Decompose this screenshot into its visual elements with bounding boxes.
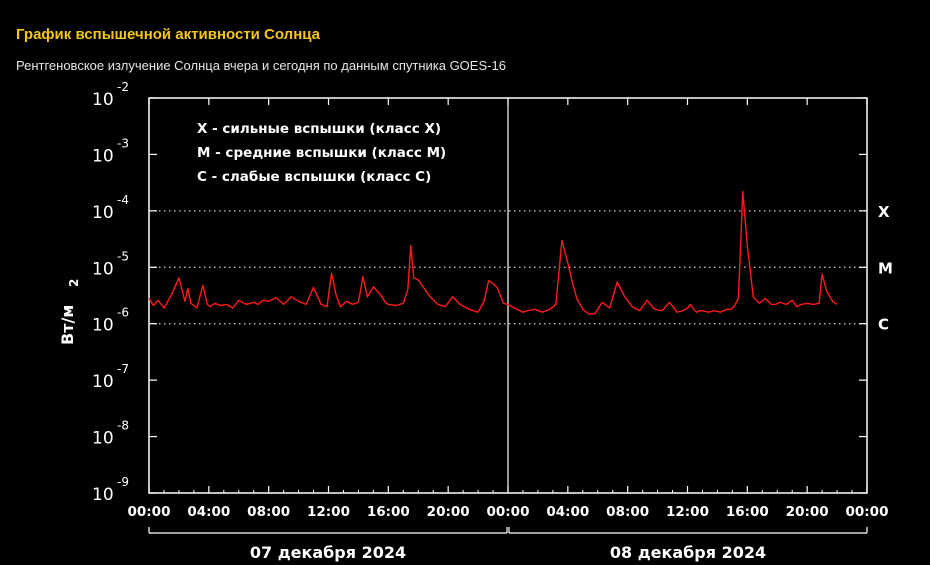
x-tick-label: 04:00	[546, 504, 589, 520]
legend-entry: M - средние вспышки (класс M)	[197, 145, 446, 161]
y-tick-label: 10	[92, 372, 114, 392]
legend-entry: C - слабые вспышки (класс C)	[197, 169, 431, 185]
y-tick-label: 10	[92, 429, 114, 449]
page-subtitle: Рентгеновское излучение Солнца вчера и с…	[16, 58, 506, 73]
y-tick-label: 10	[92, 485, 114, 505]
y-tick-exponent: -5	[117, 249, 129, 263]
x-tick-label: 20:00	[427, 504, 470, 520]
y-tick-exponent: -4	[117, 193, 129, 207]
y-tick-label: 10	[92, 146, 114, 166]
x-tick-label: 08:00	[606, 504, 649, 520]
x-tick-label: 16:00	[367, 504, 410, 520]
y-tick-exponent: -9	[117, 475, 129, 489]
flux-series-line	[148, 190, 838, 315]
x-tick-label: 08:00	[247, 504, 290, 520]
y-tick-exponent: -7	[117, 362, 129, 376]
legend-entry: X - сильные вспышки (класс X)	[197, 121, 441, 137]
day-label: 07 декабря 2024	[250, 543, 406, 562]
y-tick-exponent: -2	[117, 80, 129, 94]
y-axis-label-superscript: 2	[67, 279, 81, 287]
threshold-label-x: X	[878, 203, 890, 221]
y-tick-label: 10	[92, 203, 114, 223]
x-tick-label: 04:00	[187, 504, 230, 520]
x-tick-label: 16:00	[726, 504, 769, 520]
x-tick-label: 12:00	[666, 504, 709, 520]
threshold-label-m: M	[878, 259, 893, 277]
x-tick-label: 20:00	[786, 504, 829, 520]
x-tick-label: 00:00	[128, 504, 171, 520]
page-title: График вспышечной активности Солнца	[16, 26, 321, 43]
y-axis-label: Вт/м	[58, 305, 77, 345]
y-tick-exponent: -3	[117, 136, 129, 150]
x-tick-label: 12:00	[307, 504, 350, 520]
y-tick-label: 10	[92, 90, 114, 110]
x-tick-label: 00:00	[846, 504, 889, 520]
y-tick-label: 10	[92, 259, 114, 279]
x-tick-label: 00:00	[487, 504, 530, 520]
y-tick-exponent: -6	[117, 306, 129, 320]
y-tick-label: 10	[92, 316, 114, 336]
y-tick-exponent: -8	[117, 419, 129, 433]
threshold-label-c: C	[878, 316, 889, 334]
day-label: 08 декабря 2024	[610, 543, 766, 562]
